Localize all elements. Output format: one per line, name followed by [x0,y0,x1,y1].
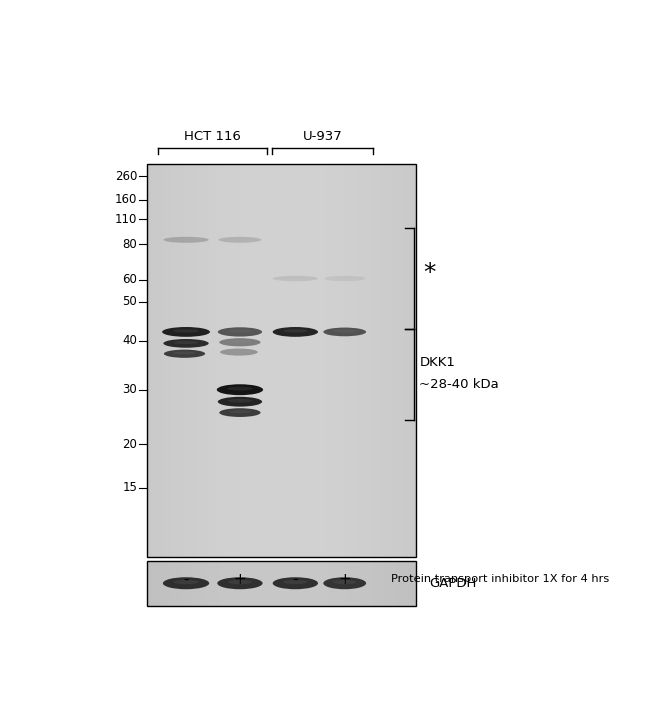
Ellipse shape [217,577,263,589]
Ellipse shape [227,399,252,402]
Ellipse shape [173,351,196,354]
Ellipse shape [218,327,262,336]
Ellipse shape [220,348,258,355]
Text: ~28-40 kDa: ~28-40 kDa [419,378,499,391]
Ellipse shape [333,329,356,333]
Ellipse shape [283,329,308,333]
Ellipse shape [324,276,365,281]
Ellipse shape [219,338,261,346]
Text: -: - [292,572,298,587]
Text: 40: 40 [122,334,137,347]
Ellipse shape [229,410,252,413]
Text: 50: 50 [122,295,137,309]
Text: -: - [183,572,188,587]
Ellipse shape [283,580,308,584]
Text: 110: 110 [115,212,137,226]
Ellipse shape [163,339,209,348]
Ellipse shape [229,340,252,343]
Text: HCT 116: HCT 116 [184,130,240,143]
Text: *: * [423,261,436,285]
Ellipse shape [174,580,199,584]
Ellipse shape [163,236,209,243]
Text: 30: 30 [122,383,137,396]
Ellipse shape [162,327,210,337]
Ellipse shape [216,384,263,395]
Text: 20: 20 [122,438,137,451]
Text: +: + [339,572,351,587]
Text: 160: 160 [115,193,137,207]
Ellipse shape [218,396,262,406]
Ellipse shape [323,577,366,589]
Text: 260: 260 [115,169,137,183]
Ellipse shape [333,580,356,584]
Text: GAPDH: GAPDH [429,577,476,590]
Text: U-937: U-937 [303,130,343,143]
Ellipse shape [227,329,252,333]
Text: 80: 80 [122,238,137,251]
Ellipse shape [272,327,318,337]
Ellipse shape [174,341,198,344]
Text: +: + [233,572,246,587]
Ellipse shape [272,577,318,589]
Bar [147,164,416,556]
Text: 60: 60 [122,273,137,286]
Ellipse shape [219,409,261,417]
Text: Protein transport inhibitor 1X for 4 hrs: Protein transport inhibitor 1X for 4 hrs [391,574,609,584]
Ellipse shape [218,236,261,243]
Ellipse shape [229,350,250,353]
Bar [147,561,416,605]
Ellipse shape [173,329,199,333]
Ellipse shape [227,387,253,391]
Text: 15: 15 [122,481,137,494]
Ellipse shape [164,350,205,358]
Text: DKK1: DKK1 [419,356,455,369]
Ellipse shape [163,577,209,589]
Ellipse shape [323,328,366,336]
Ellipse shape [272,276,318,281]
Ellipse shape [227,580,252,584]
